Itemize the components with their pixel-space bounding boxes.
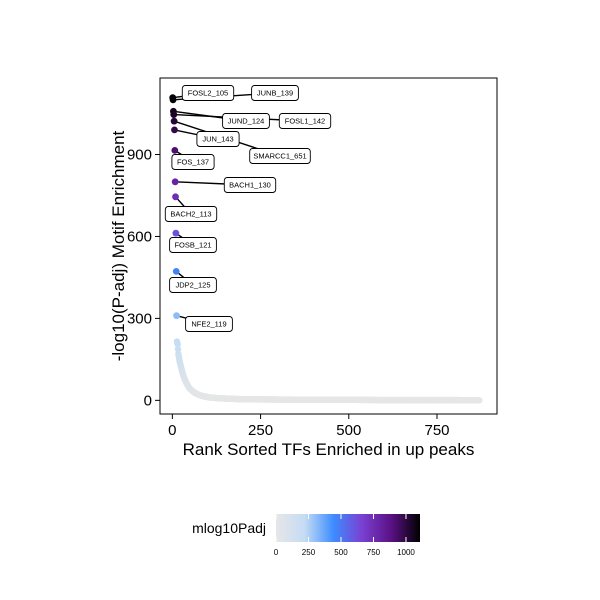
labeled-data-point — [172, 229, 180, 237]
callout-box — [169, 277, 217, 293]
callout-label: FOSL2_105 — [188, 89, 228, 98]
data-point — [174, 345, 182, 353]
x-axis-title: Rank Sorted TFs Enriched in up peaks — [183, 440, 475, 459]
callout-label: JUN_143 — [202, 135, 233, 144]
labeled-data-point — [172, 268, 180, 275]
callout-box — [278, 113, 332, 129]
labeled-data-point — [171, 146, 179, 154]
callout-label: NFE2_119 — [191, 320, 226, 329]
callout-box — [185, 316, 233, 332]
labeled-data-point — [171, 126, 178, 134]
x-tick-label: 750 — [424, 422, 449, 439]
plot-panel-border — [159, 77, 498, 415]
legend-tick-label: 0 — [274, 548, 279, 557]
callout-labels-layer: FOSL2_105 JUNB_139 JUND_124 FOSL1_142 SMARCC… — [164, 85, 332, 332]
callout-label: FOS_137 — [177, 158, 209, 167]
y-tick-label: 600 — [127, 228, 152, 245]
legend-title: mlog10Padj — [192, 520, 266, 536]
callout-label: BACH2_113 — [170, 210, 211, 219]
labeled-data-point — [173, 312, 180, 320]
y-tick-label: 900 — [127, 146, 152, 163]
labeled-data-point — [172, 193, 179, 201]
legend-tick-label: 250 — [302, 548, 316, 557]
data-point — [476, 397, 483, 404]
callout-box — [164, 206, 218, 222]
callout-label: BACH1_130 — [229, 181, 271, 190]
axes-layer: 0 250 500 750 0 300 600 900 — [127, 146, 450, 439]
callout-box — [222, 113, 270, 129]
legend-colorbar — [276, 514, 420, 542]
callout-box — [196, 131, 240, 147]
callout-label: FOSB_121 — [174, 241, 211, 250]
y-axis-title: -log10(P-adj) Motif Enrichment — [109, 130, 128, 361]
color-legend: mlog10Padj 0 250 500 750 1000 — [192, 514, 420, 557]
x-tick-label: 0 — [168, 422, 176, 439]
tail-points-layer — [173, 338, 483, 404]
labeled-data-point — [170, 111, 178, 119]
x-tick-label: 500 — [336, 422, 361, 439]
x-tick-label: 250 — [248, 422, 273, 439]
callout-label: FOSL1_142 — [285, 117, 325, 126]
callout-box — [249, 148, 311, 164]
callout-box — [251, 85, 299, 101]
callout-label: SMARCC1_651 — [253, 152, 306, 161]
y-tick-label: 0 — [144, 392, 152, 409]
labeled-data-point — [170, 117, 178, 125]
labeled-data-point — [169, 96, 177, 104]
callout-box — [171, 154, 215, 170]
labeled-points-layer — [169, 94, 180, 320]
callout-box — [181, 85, 235, 101]
legend-tick-label: 1000 — [397, 548, 415, 557]
callout-box — [223, 177, 277, 193]
callout-label: JDP2_125 — [175, 281, 210, 290]
legend-tick-label: 500 — [334, 548, 348, 557]
legend-tick-label: 750 — [367, 548, 381, 557]
y-tick-label: 300 — [127, 310, 152, 327]
data-point — [174, 341, 181, 348]
callout-label: JUNB_139 — [257, 89, 293, 98]
labeled-data-point — [171, 178, 179, 186]
callout-box — [169, 237, 217, 253]
callout-label: JUND_124 — [228, 117, 265, 126]
